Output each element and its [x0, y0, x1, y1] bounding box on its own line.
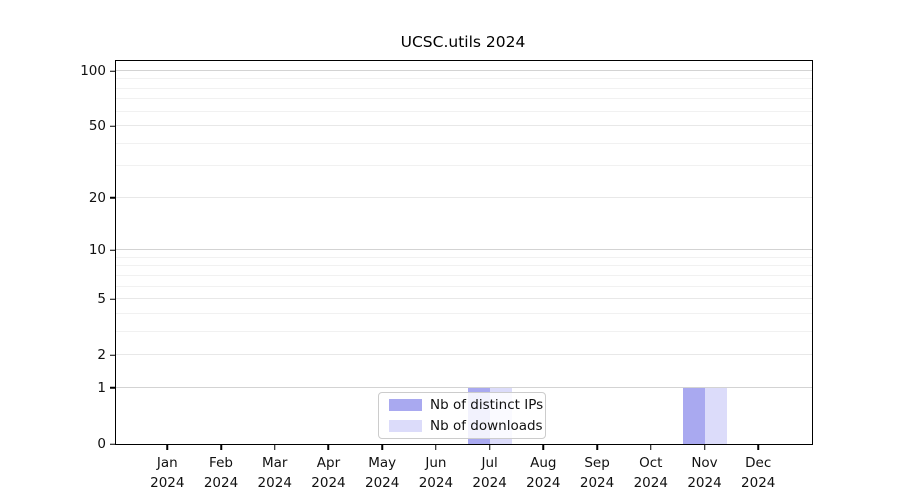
gridline-major — [116, 249, 812, 251]
y-tick-mark — [110, 354, 116, 356]
x-tick-month: Feb — [209, 455, 233, 471]
gridline-minor — [116, 274, 812, 276]
gridline-minor — [116, 330, 812, 332]
x-tick-year: 2024 — [687, 475, 722, 492]
x-tick-month: Jul — [481, 455, 498, 471]
x-tick-month: Nov — [691, 455, 718, 471]
gridline-minor — [116, 312, 812, 314]
x-tick-label: May 2024 — [365, 453, 399, 494]
x-tick-year: 2024 — [150, 475, 185, 492]
x-tick-label: Jul 2024 — [472, 453, 506, 494]
gridline-minor — [116, 165, 812, 167]
x-tick-label: Sep 2024 — [580, 453, 614, 494]
gridline-major — [116, 386, 812, 388]
y-tick-mark — [110, 443, 116, 445]
x-tick-label: Feb 2024 — [204, 453, 238, 494]
x-tick-year: 2024 — [364, 475, 400, 492]
legend: Nb of distinct IPs Nb of downloads — [378, 392, 546, 439]
x-tick-label: Aug 2024 — [526, 453, 560, 494]
legend-label-downloads: Nb of downloads — [430, 418, 543, 434]
y-tick-label: 2 — [97, 347, 106, 364]
x-tick-month: Sep — [584, 455, 610, 471]
y-tick-label: 0 — [97, 436, 106, 452]
y-tick-label: 100 — [80, 63, 106, 79]
x-tick-month: Aug — [530, 455, 557, 471]
x-tick-label: Nov 2024 — [687, 453, 721, 494]
x-tick-month: May — [368, 455, 397, 471]
bar-downloads-nov — [704, 387, 727, 444]
x-tick-mark — [757, 444, 759, 450]
x-tick-label: Oct 2024 — [634, 453, 668, 494]
y-tick-label: 1 — [97, 379, 106, 396]
gridline-major — [116, 196, 812, 198]
y-tick-mark — [110, 70, 116, 72]
x-tick-month: Apr — [316, 455, 341, 471]
x-tick-month: Mar — [261, 455, 288, 471]
x-tick-mark — [542, 444, 545, 450]
gridline-major — [116, 354, 812, 356]
x-tick-label: Jan 2024 — [150, 453, 184, 494]
x-tick-year: 2024 — [472, 475, 507, 492]
x-tick-mark — [220, 444, 222, 450]
x-tick-label: Dec 2024 — [741, 453, 775, 494]
gridline-minor — [116, 256, 812, 258]
chart-title: UCSC.utils 2024 — [400, 33, 526, 51]
gridline-major — [116, 125, 812, 127]
legend-swatch-downloads — [389, 420, 422, 432]
x-tick-year: 2024 — [257, 475, 292, 492]
x-tick-year: 2024 — [311, 475, 346, 492]
y-tick-mark — [110, 249, 116, 251]
x-tick-year: 2024 — [741, 475, 776, 492]
x-tick-year: 2024 — [633, 475, 668, 492]
gridline-minor — [116, 98, 812, 100]
gridline-minor — [116, 142, 812, 144]
gridline-minor — [116, 110, 812, 112]
x-tick-label: Mar 2024 — [258, 453, 292, 494]
gridline-minor — [116, 265, 812, 267]
x-tick-mark — [596, 444, 598, 450]
y-tick-mark — [110, 298, 116, 300]
gridline-minor — [116, 87, 812, 89]
x-tick-year: 2024 — [418, 475, 454, 492]
plot-area: Nb of distinct IPs Nb of downloads 0 1 2 5 1… — [80, 60, 813, 491]
x-tick-month: Jun — [425, 455, 447, 471]
legend-label-distinct-ips: Nb of distinct IPs — [430, 397, 544, 413]
gridline-major — [116, 70, 812, 71]
x-tick-mark — [650, 444, 652, 450]
x-tick-label: Apr 2024 — [311, 453, 345, 494]
x-tick-month: Jan — [156, 455, 178, 471]
x-tick-label: Jun 2024 — [419, 453, 453, 494]
x-tick-mark — [273, 444, 276, 450]
y-tick-label: 20 — [88, 189, 106, 206]
x-tick-mark — [488, 444, 491, 450]
y-tick-mark — [110, 387, 116, 389]
legend-item-distinct-ips: Nb of distinct IPs — [389, 397, 545, 413]
x-tick-month: Oct — [639, 455, 663, 471]
bar-distinct-ips-nov — [682, 387, 705, 444]
legend-item-downloads: Nb of downloads — [389, 418, 545, 434]
x-tick-year: 2024 — [203, 475, 239, 492]
gridline-major — [116, 298, 812, 300]
x-tick-mark — [327, 444, 330, 450]
y-tick-mark — [110, 125, 116, 127]
x-tick-month: Dec — [745, 455, 772, 471]
y-tick-label: 50 — [88, 118, 106, 135]
x-tick-year: 2024 — [526, 475, 561, 492]
gridline-minor — [116, 78, 812, 80]
legend-swatch-distinct-ips — [389, 399, 422, 411]
x-tick-mark — [435, 444, 437, 450]
gridline-minor — [116, 285, 812, 287]
y-tick-label: 10 — [88, 242, 106, 259]
x-tick-mark — [166, 444, 169, 450]
x-tick-mark — [703, 444, 706, 450]
x-tick-year: 2024 — [579, 475, 615, 492]
y-tick-mark — [110, 197, 116, 199]
y-tick-label: 5 — [97, 291, 106, 308]
x-tick-mark — [381, 444, 383, 450]
